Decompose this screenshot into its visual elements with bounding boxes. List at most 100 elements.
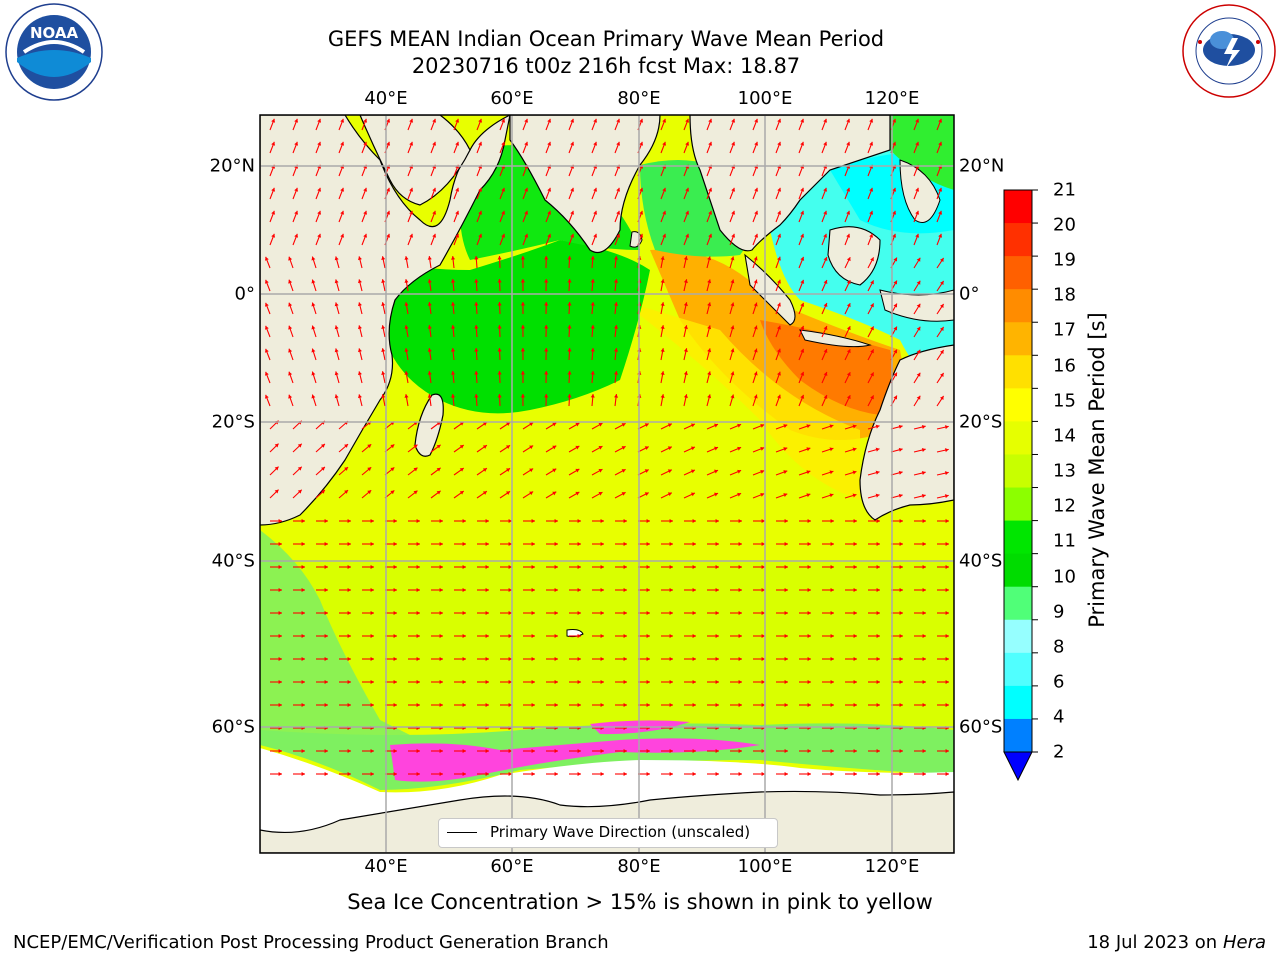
wave-arrow-head [738, 679, 742, 685]
wave-arrow-head [334, 394, 339, 399]
wave-arrow-head [508, 564, 512, 570]
wave-arrow-head [807, 564, 811, 570]
wave-arrow-head [544, 256, 549, 260]
wave-arrow-head [823, 303, 828, 307]
wave-arrow-head [288, 348, 293, 353]
wave-arrow-head [784, 564, 788, 570]
wave-arrow-head [621, 492, 626, 496]
wave-arrow-head [393, 771, 397, 777]
wave-arrow-head [404, 348, 409, 352]
wave-arrow-head [669, 748, 673, 754]
wave-arrow-head [945, 564, 949, 570]
wave-arrow-head [753, 348, 758, 353]
wave-arrow-head [416, 702, 420, 708]
wave-arrow-head [646, 564, 650, 570]
wave-arrow-head [485, 702, 489, 708]
wave-arrow-head [529, 445, 534, 450]
wave-arrow-head [478, 187, 483, 192]
colorbar-segment [1004, 223, 1032, 257]
wave-arrow-head [692, 702, 696, 708]
colorbar-segment [1004, 586, 1032, 621]
wave-arrow-head [288, 371, 293, 376]
wave-arrow-head [738, 771, 742, 777]
sw-green-swath [260, 530, 430, 745]
wave-arrow-head [621, 446, 626, 450]
wave-arrow-head [800, 187, 805, 192]
wave-arrow-head [577, 564, 581, 570]
legend-label: Primary Wave Direction (unscaled) [490, 823, 751, 841]
wave-arrow-head [485, 541, 489, 547]
wave-arrow-head [853, 518, 857, 524]
wave-arrow-head [899, 633, 903, 639]
wave-arrow-head [715, 564, 719, 570]
wave-arrow-head [738, 633, 742, 639]
wave-arrow-head [577, 587, 581, 593]
colorbar-segment [1004, 355, 1032, 389]
wave-arrow-head [416, 656, 420, 662]
wave-arrow-head [334, 279, 339, 284]
wave-arrow-head [921, 424, 926, 429]
wave-arrow-head [575, 491, 580, 496]
colorbar-segment [1004, 322, 1032, 356]
wave-arrow-head [508, 633, 512, 639]
wave-arrow-head [738, 587, 742, 593]
wave-arrow-head [520, 371, 525, 375]
wave-arrow-head [616, 118, 621, 123]
wave-arrow-head [875, 424, 880, 429]
wave-arrow-head [753, 325, 758, 330]
wave-arrow-head [823, 326, 828, 330]
wave-arrow-head [474, 279, 479, 283]
wave-arrow-head [363, 187, 368, 192]
wave-arrow-head [278, 679, 282, 685]
colorbar-tick: 10 [1053, 566, 1076, 588]
wave-arrow-head [311, 302, 316, 307]
wave-arrow-head [462, 748, 466, 754]
wave-arrow-head [455, 187, 460, 192]
wave-arrow-head [916, 303, 921, 308]
wave-arrow-head [846, 326, 851, 331]
wave-arrow-head [370, 656, 374, 662]
wave-arrow-head [531, 656, 535, 662]
wave-arrow-head [320, 443, 325, 448]
wave-arrow-head [497, 256, 502, 260]
wave-arrow-head [427, 302, 432, 306]
wave-arrow-head [853, 771, 857, 777]
wave-arrow-head [922, 702, 926, 708]
wave-arrow-head [660, 348, 665, 352]
wave-arrow-head [823, 395, 828, 399]
wave-arrow-head [485, 748, 489, 754]
wave-arrow-head [524, 187, 529, 192]
wave-arrow-head [945, 748, 949, 754]
wave-arrow-head [324, 771, 328, 777]
colorbar-frame [1003, 189, 1033, 753]
wave-arrow-head [945, 679, 949, 685]
wave-arrow-head [529, 491, 534, 496]
wave-arrow-head [875, 447, 880, 452]
lon-tick-bottom-80: 80°E [617, 856, 661, 877]
wave-arrow-head [554, 633, 558, 639]
wave-arrow-head [761, 587, 765, 593]
wave-arrow-head [738, 702, 742, 708]
wave-arrow-head [692, 771, 696, 777]
wave-arrow-head [646, 633, 650, 639]
wave-arrow-head [730, 302, 735, 307]
wave-arrow-head [830, 564, 834, 570]
colorbar-segment [1004, 487, 1032, 522]
wave-arrow-head [707, 348, 712, 353]
wave-arrow-head [334, 348, 339, 353]
wave-arrow-head [807, 633, 811, 639]
wave-arrow-head [830, 633, 834, 639]
wave-arrow-head [552, 468, 557, 473]
wave-arrow-head [646, 587, 650, 593]
wave-arrow-head [777, 348, 781, 353]
wave-arrow-head [344, 490, 349, 494]
map-plot-area [260, 115, 954, 853]
wave-arrow-head [623, 748, 627, 754]
wave-arrow-head [531, 702, 535, 708]
wave-arrow-head [639, 210, 644, 215]
wave-arrow-head [381, 325, 386, 330]
wave-arrow-head [347, 587, 351, 593]
wave-arrow-head [497, 348, 502, 352]
lon-tick-bottom-60: 60°E [490, 856, 534, 877]
wave-arrow-head [393, 748, 397, 754]
